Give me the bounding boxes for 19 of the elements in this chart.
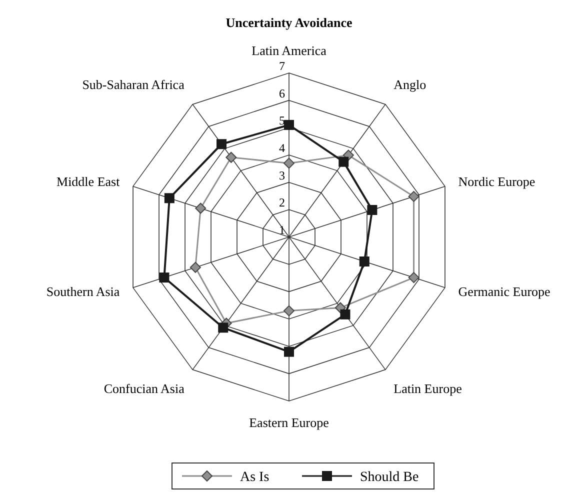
- spoke-label: Anglo: [394, 76, 426, 92]
- y-tick-label: 1: [279, 223, 285, 237]
- spoke-label: Sub-Saharan Africa: [82, 76, 185, 92]
- legend-label: Should Be: [360, 470, 419, 485]
- y-tick-label: 4: [279, 141, 285, 155]
- y-tick-label: 6: [279, 86, 285, 100]
- spoke-label: Southern Asia: [46, 284, 120, 300]
- spoke-label: Nordic Europe: [458, 174, 536, 189]
- legend-label: As Is: [240, 470, 270, 485]
- spoke-label: Latin Europe: [394, 381, 462, 396]
- spoke-label: Confucian Asia: [104, 381, 185, 396]
- y-tick-label: 7: [279, 59, 285, 73]
- spoke-label: Eastern Europe: [249, 415, 330, 430]
- spoke-label: Middle East: [56, 174, 120, 189]
- spoke-label: Germanic Europe: [458, 284, 551, 300]
- chart-title: Uncertainty Avoidance: [226, 15, 352, 30]
- y-tick-label: 2: [279, 196, 285, 210]
- spoke-label: Latin America: [252, 43, 327, 58]
- y-tick-label: 3: [279, 168, 285, 182]
